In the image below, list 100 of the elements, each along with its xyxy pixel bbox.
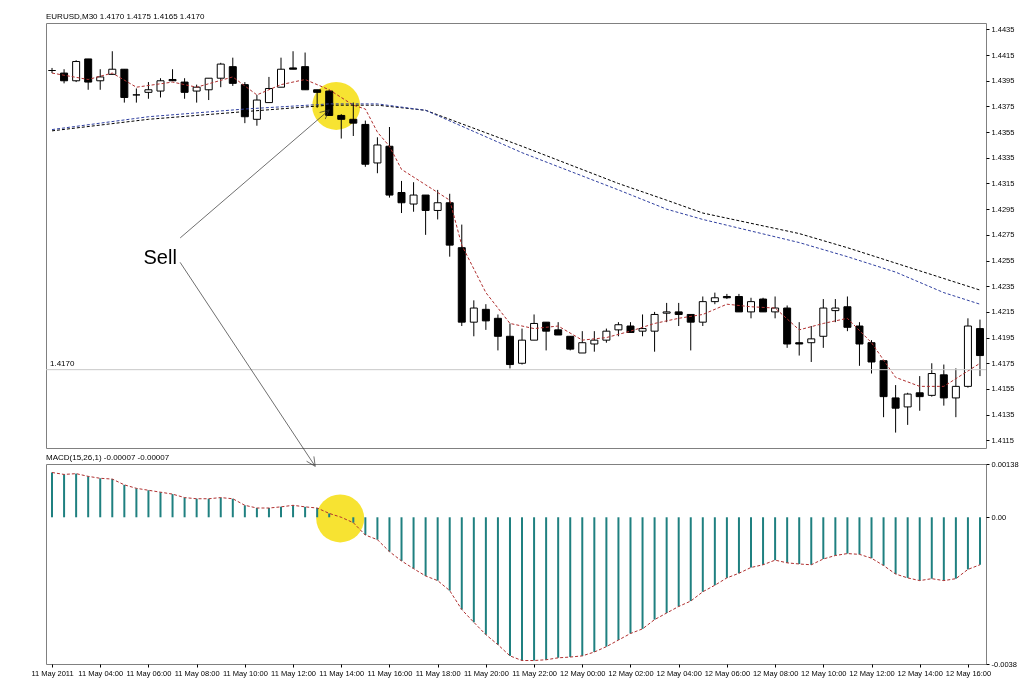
candlestick: [277, 57, 285, 88]
bar: [954, 517, 957, 579]
candlestick: [493, 313, 502, 351]
candlestick: [481, 303, 490, 331]
bar: [364, 517, 367, 536]
bar: [135, 488, 138, 518]
candlestick: [807, 325, 816, 363]
candlestick: [638, 313, 647, 337]
candlestick: [409, 181, 418, 213]
bar: [882, 517, 885, 566]
candlestick: [289, 50, 298, 70]
chart-title: MACD(15,26,1) -0.00007 -0.00007: [46, 453, 170, 462]
bar: [280, 506, 282, 518]
candlestick: [542, 321, 551, 351]
bar: [243, 505, 246, 518]
candlestick: [421, 194, 430, 236]
bar: [906, 517, 909, 578]
bar: [629, 517, 632, 634]
bar: [725, 517, 728, 578]
candlestick: [84, 58, 93, 91]
bar: [388, 517, 391, 552]
bar: [593, 517, 596, 653]
candlestick: [903, 392, 912, 426]
candlestick: [843, 295, 852, 332]
bar: [183, 497, 186, 518]
bar: [677, 517, 680, 607]
bar: [496, 517, 499, 645]
bar: [966, 517, 969, 570]
bar: [424, 517, 427, 576]
candlestick: [927, 362, 936, 398]
candlestick: [433, 189, 442, 220]
bar: [665, 517, 668, 614]
bar: [641, 517, 644, 629]
bar: [304, 506, 307, 518]
bar: [75, 473, 78, 518]
candlestick: [397, 180, 406, 214]
bar: [87, 476, 90, 518]
bar: [231, 498, 234, 518]
bar: [292, 505, 295, 518]
candlestick: [867, 339, 876, 375]
bar: [400, 517, 403, 561]
bar: [737, 517, 740, 574]
bar: [460, 517, 463, 610]
bar: [412, 517, 415, 569]
ref-line-label: 1.4170: [50, 358, 76, 368]
bar: [605, 517, 608, 647]
candlestick: [301, 52, 310, 91]
bar: [123, 484, 126, 518]
bar: [581, 517, 584, 656]
bar: [159, 492, 162, 518]
bar: [701, 517, 704, 592]
bar: [195, 498, 198, 518]
candlestick: [698, 295, 707, 327]
bar: [557, 517, 560, 658]
bar: [219, 497, 222, 518]
line-series: [51, 471, 981, 662]
bar: [376, 517, 379, 540]
candlestick: [939, 364, 948, 407]
candlestick: [132, 87, 141, 104]
candlestick: [674, 302, 683, 327]
candlestick: [795, 321, 804, 357]
bar: [99, 478, 102, 518]
bar: [484, 517, 487, 635]
candlestick: [722, 293, 731, 300]
bar: [545, 517, 548, 660]
bar: [762, 517, 765, 565]
bar: [689, 517, 692, 602]
candlestick: [72, 59, 81, 83]
bar: [111, 479, 114, 518]
bar: [786, 517, 789, 563]
bar: [508, 517, 511, 656]
bar: [51, 472, 54, 518]
bar: [352, 517, 355, 523]
candlestick: [96, 68, 105, 91]
bar: [713, 517, 716, 586]
bar: [569, 517, 572, 658]
candlestick: [951, 367, 960, 418]
bar: [533, 517, 536, 661]
candlestick: [337, 113, 346, 140]
candlestick: [228, 57, 237, 87]
bar: [930, 517, 933, 579]
bar: [617, 517, 620, 641]
bar: [448, 517, 451, 591]
candlestick: [156, 77, 165, 98]
bar: [846, 517, 849, 554]
candlestick: [180, 77, 189, 100]
candlestick: [590, 330, 599, 353]
bar: [978, 517, 981, 565]
candlestick: [747, 297, 755, 319]
bar: [521, 517, 524, 661]
bar: [798, 517, 801, 564]
bar: [810, 517, 813, 565]
bar: [834, 517, 837, 556]
candlestick: [650, 311, 659, 353]
bar: [653, 517, 656, 620]
bar: [774, 517, 777, 561]
candlestick: [855, 321, 864, 367]
candlestick: [915, 375, 924, 412]
bar: [472, 517, 475, 623]
bar: [870, 517, 873, 559]
